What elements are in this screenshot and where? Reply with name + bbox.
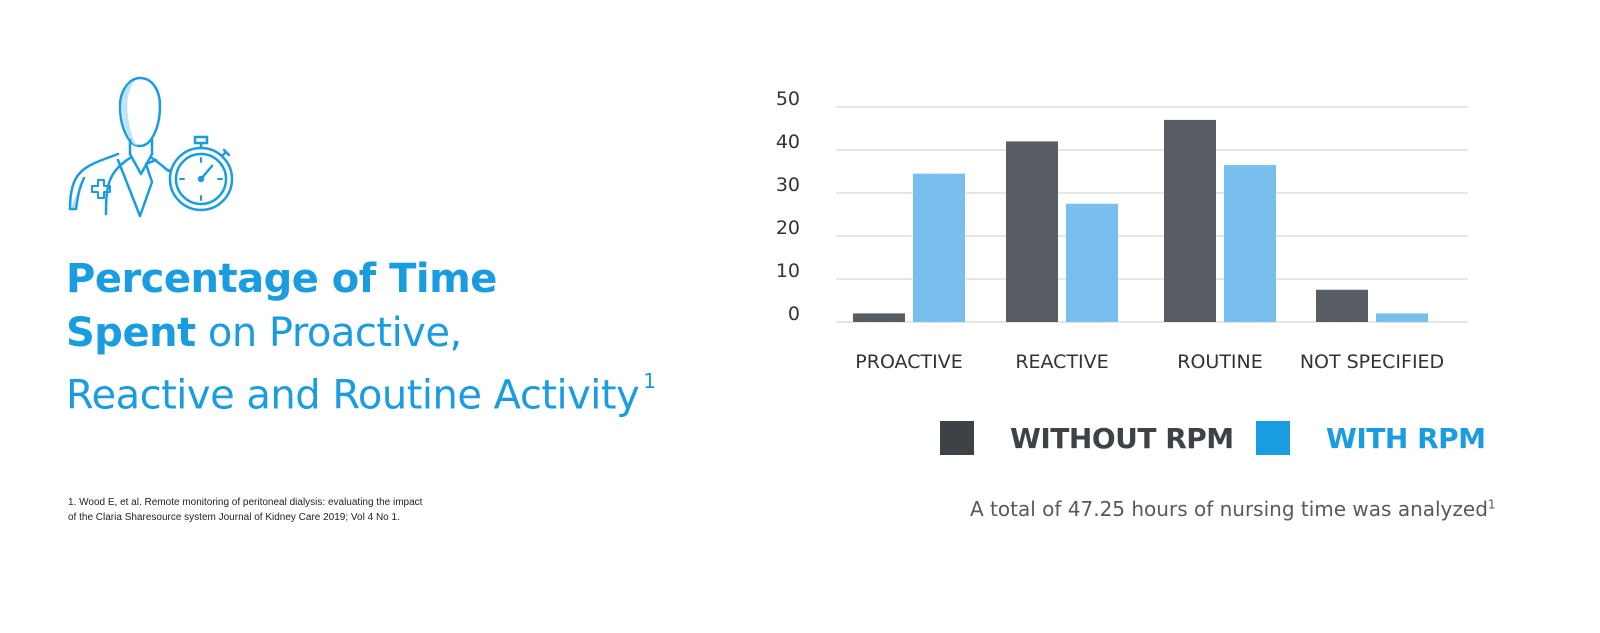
footnote: 1. Wood E, et al. Remote monitoring of p… [68, 495, 478, 525]
clinician-icon [68, 76, 172, 218]
stopwatch-icon [168, 135, 234, 212]
bar-without-rpm-not-specified [1316, 289, 1368, 322]
legend-swatch-with-rpm [1256, 421, 1290, 455]
y-tick-layer: 0 10 20 30 40 50 [776, 88, 800, 325]
title-line3: Reactive and Routine Activity [66, 372, 640, 419]
x-tick-label: REACTIVE [1015, 351, 1108, 373]
bar-with-rpm-reactive [1066, 203, 1118, 322]
legend-swatch-without-rpm [940, 421, 974, 455]
bar-layer [853, 119, 1428, 323]
y-tick-label: 0 [788, 303, 800, 325]
summary-note-marker: 1 [1487, 497, 1496, 512]
legend-item-without-rpm: WITHOUT RPM [940, 418, 1234, 458]
title-line2-regular: on Proactive, [195, 310, 462, 356]
bar-chart-svg: 0 10 20 30 40 50 PROACTIVE REACTIVE ROUTINE NOT … [776, 88, 1468, 373]
chart-legend: WITHOUT RPM WITH RPM [940, 418, 1500, 466]
clinician-stopwatch-illustration [68, 76, 234, 218]
bar-with-rpm-routine [1224, 165, 1276, 322]
x-tick-label: PROACTIVE [855, 351, 962, 373]
y-tick-label: 10 [776, 260, 800, 282]
bar-without-rpm-proactive [853, 313, 905, 322]
y-tick-label: 50 [776, 88, 800, 110]
bar-with-rpm-not-specified [1376, 313, 1428, 322]
x-tick-label: ROUTINE [1177, 351, 1263, 373]
legend-label-with-rpm: WITH RPM [1326, 421, 1486, 455]
bar-without-rpm-routine [1164, 119, 1216, 323]
footnote-line2: of the Claria Sharesource system Journal… [68, 512, 400, 523]
title-line2-bold: Spent [66, 310, 196, 356]
y-tick-label: 30 [776, 174, 800, 196]
bar-with-rpm-proactive [913, 173, 965, 322]
y-tick-label: 40 [776, 131, 800, 153]
summary-note-text: A total of 47.25 hours of nursing time w… [970, 497, 1488, 521]
title-footnote-marker: 1 [643, 369, 656, 393]
bar-chart: 0 10 20 30 40 50 PROACTIVE REACTIVE ROUTINE NOT … [760, 60, 1520, 410]
page-title: Percentage of Time Spent on Proactive, R… [66, 252, 656, 422]
legend-label-without-rpm: WITHOUT RPM [1010, 421, 1234, 455]
bar-without-rpm-reactive [1006, 141, 1058, 322]
x-tick-layer: PROACTIVE REACTIVE ROUTINE NOT SPECIFIED [855, 351, 1444, 373]
summary-note: A total of 47.25 hours of nursing time w… [970, 497, 1510, 521]
footnote-line1: 1. Wood E, et al. Remote monitoring of p… [68, 497, 423, 508]
y-tick-label: 20 [776, 217, 800, 239]
x-tick-label: NOT SPECIFIED [1300, 351, 1444, 373]
legend-item-with-rpm: WITH RPM [1256, 418, 1486, 458]
title-line1: Percentage of Time [66, 256, 497, 302]
